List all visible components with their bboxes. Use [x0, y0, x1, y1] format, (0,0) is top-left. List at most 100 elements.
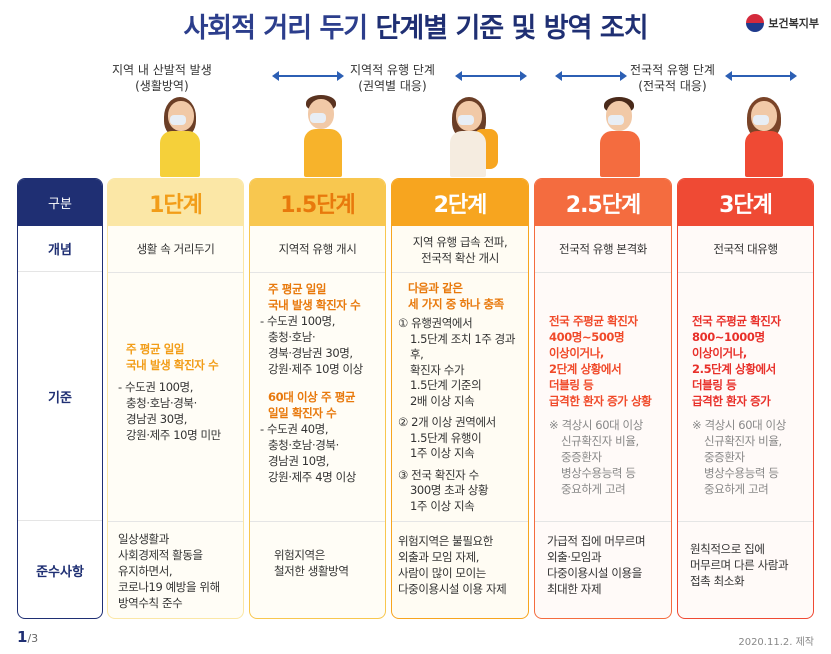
level-2-criteria-c1-line5: 2배 이상 지속: [410, 393, 475, 408]
phase-national: 전국적 유행 단계 (전국적 대응): [630, 62, 715, 94]
level-1-column: 1단계 생활 속 거리두기 주 평균 일일 국내 발생 확진자 수 - 수도권 …: [107, 178, 244, 619]
level-15-header: 1.5단계: [250, 179, 385, 226]
taegeuk-icon: [746, 14, 765, 32]
phase-national-left-arrow: [555, 71, 627, 81]
level-25-rules: 가급적 집에 머무르며 외출·모임과 다중이용시설 이용을 최대한 자제: [535, 533, 671, 597]
level-15-criteria-hl1: 주 평균 일일: [268, 282, 327, 296]
level-3-criteria-hl6: 급격한 환자 증가: [692, 394, 771, 408]
level-3-note-line4: 병상수용능력 등: [704, 466, 779, 480]
level-3-concept: 전국적 대유행: [713, 242, 778, 256]
level-3-criteria-hl1: 전국 주평균 확진자: [692, 314, 781, 328]
level-3-header: 3단계: [678, 179, 813, 226]
level-25-criteria-hl4: 2단계 상황에서: [549, 362, 622, 376]
phase-regional: 지역적 유행 단계 (권역별 대응): [350, 62, 435, 94]
level-1-criteria-l3: 경남권 30명,: [126, 412, 188, 426]
level-2-criteria-c3-line3: 1주 이상 지속: [410, 498, 475, 513]
level-3-note-line5: 중요하게 고려: [704, 482, 769, 496]
level-15-criteria-b2: 충청·호남·경북·: [268, 438, 339, 452]
level-1-criteria: 주 평균 일일 국내 발생 확진자 수 - 수도권 100명, 충청·호남·경북…: [108, 341, 243, 443]
label-column: 구분 개념 기준 준수사항: [17, 178, 103, 619]
level-2-criteria-hl1: 다음과 같은: [408, 281, 463, 295]
level-3-criteria: 전국 주평균 확진자 800~1000명 이상이거나, 2.5단계 상황에서 더…: [678, 313, 813, 497]
level-2-rules: 위험지역은 불필요한 외출과 모임 자제, 사람이 많이 모이는 다중이용시설 …: [392, 533, 528, 597]
level-25-header: 2.5단계: [535, 179, 671, 226]
level-25-note-line4: 병상수용능력 등: [561, 466, 636, 480]
level-1-rules-line3: 유지하면서,: [118, 564, 173, 578]
level-2-criteria-c2-line1: ② 2개 이상 권역에서: [398, 415, 496, 429]
level-25-concept: 전국적 유행 본격화: [559, 242, 647, 256]
person-illustration-5: [735, 97, 795, 177]
person-illustration-1: [150, 97, 210, 177]
phase-local: 지역 내 산발적 발생 (생활방역): [112, 62, 212, 94]
level-25-rules-line4: 최대한 자제: [547, 582, 602, 596]
level-15-criteria-a1: - 수도권 100명,: [260, 314, 335, 328]
level-25-note-line3: 중증환자: [561, 450, 602, 464]
page-total: /3: [27, 632, 39, 645]
level-25-note-line1: ※ 격상시 60대 이상: [549, 418, 643, 432]
phase-national-right-arrow: [725, 71, 797, 81]
level-15-rules: 위험지역은 철저한 생활방역: [250, 547, 385, 579]
level-25-rules-line1: 가급적 집에 머무르며: [547, 534, 646, 548]
level-1-concept: 생활 속 거리두기: [136, 242, 215, 256]
level-1-criteria-l4: 강원·제주 10명 미만: [126, 428, 221, 442]
level-2-concept-line1: 지역 유행 급속 전파,: [412, 235, 508, 249]
title-primary: 사회적 거리 두기: [183, 13, 368, 44]
level-25-criteria-hl1: 전국 주평균 확진자: [549, 314, 638, 328]
level-3-criteria-hl5: 더블링 등: [692, 378, 737, 392]
level-1-header: 1단계: [108, 179, 243, 226]
level-3-criteria-hl2: 800~1000명: [692, 330, 765, 344]
level-3-criteria-hl4: 2.5단계 상황에서: [692, 362, 776, 376]
level-15-concept: 지역적 유행 개시: [278, 242, 357, 256]
phase-regional-line2: (권역별 대응): [358, 79, 427, 93]
level-2-concept-line2: 전국적 확산 개시: [421, 251, 499, 265]
level-2-column: 2단계 지역 유행 급속 전파, 전국적 확산 개시 다음과 같은 세 가지 중…: [391, 178, 529, 619]
person-illustration-4: [590, 97, 650, 177]
label-rules: 준수사항: [36, 565, 84, 580]
level-2-criteria-c3-line1: ③ 전국 확진자 수: [398, 467, 479, 482]
level-1-rules-line2: 사회경제적 활동을: [118, 548, 203, 562]
level-2-criteria-c3-line2: 300명 초과 상황: [410, 483, 489, 497]
page-indicator: 1/3: [17, 628, 38, 646]
level-25-column: 2.5단계 전국적 유행 본격화 전국 주평균 확진자 400명~500명 이상…: [534, 178, 672, 619]
level-3-note-line2: 신규확진자 비율,: [704, 434, 782, 448]
level-25-criteria-hl2: 400명~500명: [549, 330, 625, 344]
level-2-rules-line3: 사람이 많이 모이는: [398, 566, 486, 580]
level-3-criteria-hl3: 이상이거나,: [692, 346, 747, 360]
level-3-rules-line3: 접촉 최소화: [690, 574, 745, 588]
level-2-criteria-c1-line4: 1.5단계 기준의: [410, 378, 482, 392]
level-25-rules-line2: 외출·모임과: [547, 550, 602, 564]
ministry-logo: 보건복지부: [746, 14, 819, 32]
phase-local-line2: (생활방역): [135, 79, 189, 93]
level-15-criteria-a4: 강원·제주 10명 이상: [268, 362, 363, 376]
level-15-column: 1.5단계 지역적 유행 개시 주 평균 일일 국내 발생 확진자 수 - 수도…: [249, 178, 386, 619]
level-1-criteria-l1: - 수도권 100명,: [118, 380, 193, 394]
level-1-criteria-l2: 충청·호남·경북·: [126, 396, 197, 410]
ministry-name: 보건복지부: [768, 17, 819, 30]
level-15-rules-line1: 위험지역은: [274, 548, 325, 562]
level-2-criteria-c1-line2: 1.5단계 조치 1주 경과 후,: [410, 331, 516, 362]
level-1-rules: 일상생활과 사회경제적 활동을 유지하면서, 코로나19 예방을 위해 방역수칙…: [108, 531, 243, 611]
level-2-concept: 지역 유행 급속 전파, 전국적 확산 개시: [392, 230, 528, 270]
level-3-note-line3: 중증환자: [704, 450, 745, 464]
phase-regional-line1: 지역적 유행 단계: [350, 63, 435, 77]
level-15-criteria-hl3: 60대 이상 주 평균: [268, 390, 356, 404]
page-current: 1: [17, 628, 28, 646]
level-2-criteria-hl2: 세 가지 중 하나 충족: [408, 296, 504, 311]
level-1-rules-line4: 코로나19 예방을 위해: [118, 580, 220, 594]
level-1-criteria-hl2: 국내 발생 확진자 수: [126, 358, 219, 372]
phase-national-line2: (전국적 대응): [638, 79, 707, 93]
level-25-criteria-hl3: 이상이거나,: [549, 346, 604, 360]
phase-regional-right-arrow: [455, 71, 527, 81]
person-illustration-3: [440, 97, 500, 177]
level-15-criteria-b1: - 수도권 40명,: [260, 422, 329, 436]
level-3-column: 3단계 전국적 대유행 전국 주평균 확진자 800~1000명 이상이거나, …: [677, 178, 814, 619]
level-2-criteria: 다음과 같은 세 가지 중 하나 충족 ① 유행권역에서 1.5단계 조치 1주…: [392, 281, 528, 514]
level-1-criteria-hl1: 주 평균 일일: [126, 342, 185, 356]
level-2-criteria-c1-line3: 확진자 수가: [410, 362, 465, 377]
level-2-criteria-c1-line1: ① 유행권역에서: [398, 316, 473, 330]
phase-regional-left-arrow: [272, 71, 344, 81]
level-25-criteria-hl6: 급격한 환자 증가 상황: [549, 394, 652, 408]
level-25-note-line2: 신규확진자 비율,: [561, 434, 639, 448]
production-date: 2020.11.2. 제작: [738, 637, 814, 648]
level-2-criteria-c2-line2: 1.5단계 유행이: [410, 430, 482, 445]
